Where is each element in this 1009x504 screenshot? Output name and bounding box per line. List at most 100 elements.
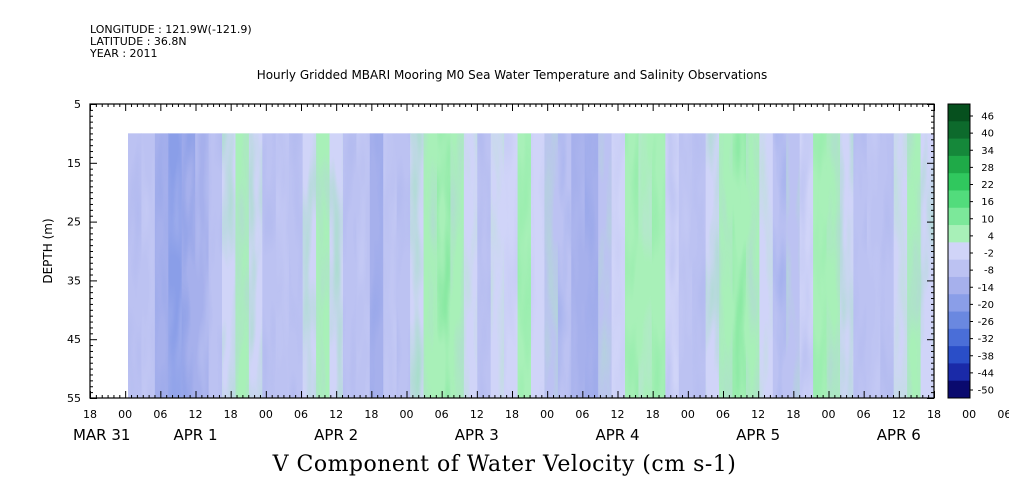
heatmap-streak [208, 133, 223, 398]
y-tick-label: 5 [74, 98, 81, 111]
heatmap-streak [638, 133, 653, 398]
colorbar-swatch [948, 294, 970, 312]
heatmap-streak [907, 133, 922, 398]
x-hour-tick-label: 00 [259, 408, 273, 421]
colorbar-label: 22 [981, 180, 994, 191]
heatmap-streak [853, 133, 868, 398]
x-hour-tick-label: 06 [294, 408, 308, 421]
colorbar-label: 16 [981, 197, 994, 208]
heatmap-streak [786, 133, 801, 398]
heatmap-streak [745, 133, 760, 398]
heatmap-streak [598, 133, 613, 398]
x-day-label: MAR 31 [73, 426, 130, 444]
x-day-label: APR 3 [455, 426, 499, 444]
y-tick-label: 55 [67, 392, 81, 405]
heatmap-streak [450, 133, 465, 398]
heatmap-streak [302, 133, 317, 398]
colorbar-swatch [948, 346, 970, 364]
heatmap-streak [813, 133, 828, 398]
colorbar-label: 10 [981, 214, 994, 225]
x-hour-tick-label: 18 [364, 408, 378, 421]
colorbar-label: 4 [988, 231, 994, 242]
colorbar-label: -20 [978, 300, 994, 311]
x-day-label: APR 5 [736, 426, 780, 444]
x-hour-tick-label: 06 [435, 408, 449, 421]
colorbar-label: 28 [981, 163, 994, 174]
heatmap-streak [222, 133, 237, 398]
heatmap-streak [772, 133, 787, 398]
colorbar-swatch [948, 190, 970, 209]
heatmap-streak [181, 133, 196, 398]
heatmap-streak [920, 133, 934, 398]
heatmap-streak [651, 133, 666, 398]
heatmap-streak [705, 133, 720, 398]
x-hour-tick-label: 12 [892, 408, 906, 421]
x-hour-tick-label: 06 [857, 408, 871, 421]
heatmap-texture [128, 133, 934, 398]
heatmap-streak [866, 133, 881, 398]
heatmap-streak [584, 133, 599, 398]
heatmap-streak [719, 133, 734, 398]
x-day-label: APR 6 [877, 426, 921, 444]
y-tick-label: 25 [67, 216, 81, 229]
longitude-label: LONGITUDE : 121.9W(-121.9) [90, 23, 252, 36]
heatmap-streak [396, 133, 411, 398]
colorbar-label: 34 [981, 146, 994, 157]
colorbar-swatch [948, 363, 970, 382]
heatmap-streak [275, 133, 290, 398]
heatmap-streak [423, 133, 438, 398]
x-hour-tick-label: 00 [962, 408, 976, 421]
colorbar-swatch [948, 138, 970, 157]
colorbar-swatch [948, 225, 970, 243]
heatmap-streak [329, 133, 344, 398]
heatmap-streak [759, 133, 774, 398]
x-hour-tick-label: 00 [681, 408, 695, 421]
x-hour-tick-label: 18 [646, 408, 660, 421]
x-day-label: APR 2 [314, 426, 358, 444]
x-hour-tick-label: 00 [400, 408, 414, 421]
colorbar-swatch [948, 311, 970, 330]
heatmap-streak [141, 133, 156, 398]
heatmap-streak [665, 133, 680, 398]
x-hour-tick-label: 18 [224, 408, 238, 421]
heatmap-streak [168, 133, 183, 398]
heatmap-streak [517, 133, 532, 398]
heatmap-streak [799, 133, 814, 398]
chart-title: Hourly Gridded MBARI Mooring M0 Sea Wate… [256, 68, 768, 82]
heatmap-streak [531, 133, 546, 398]
heatmap-streak [571, 133, 586, 398]
colorbar-label: -26 [978, 317, 994, 328]
heatmap-streak [383, 133, 398, 398]
colorbar: 46 40 34 28 22 16 10 4 -2 -8 -14 -20 -26 -32 -38 -44 -50 [947, 103, 994, 399]
y-tick-label: 15 [67, 157, 81, 170]
colorbar-label: -2 [984, 249, 994, 260]
colorbar-swatch [948, 380, 970, 399]
heatmap-streak [544, 133, 559, 398]
latitude-label: LATITUDE : 36.8N [90, 35, 187, 48]
colorbar-swatch [948, 328, 970, 347]
heatmap-streak [504, 133, 519, 398]
colorbar-swatch [948, 155, 970, 174]
heatmap-streak [235, 133, 250, 398]
year-label: YEAR : 2011 [90, 47, 158, 60]
x-hour-tick-label: 12 [329, 408, 343, 421]
x-hour-tick-label: 00 [822, 408, 836, 421]
colorbar-label: -44 [978, 368, 994, 379]
heatmap-streak [611, 133, 626, 398]
colorbar-frame [947, 103, 971, 399]
heatmap-streak [369, 133, 384, 398]
y-tick-label: 45 [67, 333, 81, 346]
colorbar-swatch [948, 242, 970, 261]
x-hour-tick-label: 06 [575, 408, 589, 421]
x-hour-tick-label: 12 [611, 408, 625, 421]
colorbar-label: -14 [978, 283, 994, 294]
x-hour-tick-label: 06 [716, 408, 730, 421]
x-hour-tick-label: 18 [927, 408, 941, 421]
heatmap-streak [477, 133, 492, 398]
colorbar-swatch [948, 259, 970, 278]
colorbar-label: -8 [984, 266, 994, 277]
colorbar-swatch [948, 276, 970, 295]
colorbar-label: 40 [981, 129, 994, 140]
x-hour-tick-label: 12 [751, 408, 765, 421]
